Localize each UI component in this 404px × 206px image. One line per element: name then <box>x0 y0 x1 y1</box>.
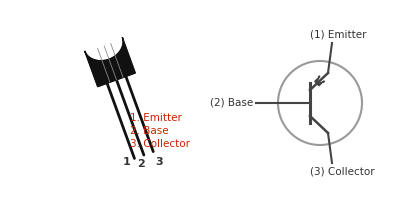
Text: 1. Emitter: 1. Emitter <box>130 113 182 123</box>
Text: (1) Emitter: (1) Emitter <box>310 29 366 39</box>
Text: 3. Collector: 3. Collector <box>130 139 190 149</box>
Text: (3) Collector: (3) Collector <box>310 167 375 177</box>
Text: 2: 2 <box>137 159 145 169</box>
Text: (2) Base: (2) Base <box>210 97 253 107</box>
Text: 3: 3 <box>156 157 163 167</box>
Polygon shape <box>85 37 135 87</box>
FancyArrow shape <box>315 76 325 86</box>
Text: 2. Base: 2. Base <box>130 126 168 136</box>
Text: 1: 1 <box>123 157 130 167</box>
